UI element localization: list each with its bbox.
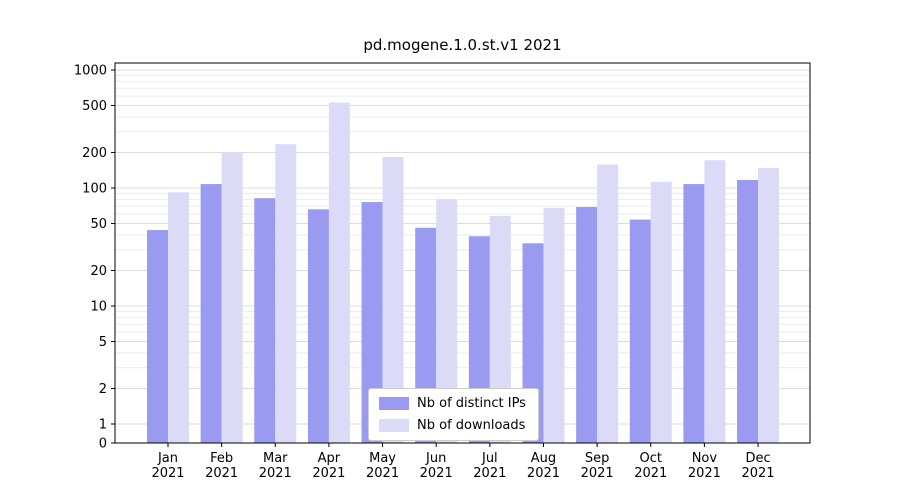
legend-label-distinct-ips: Nb of distinct IPs: [417, 396, 526, 411]
bar-downloads-2: [275, 144, 297, 443]
svg-text:0: 0: [99, 437, 107, 452]
bar-downloads-10: [704, 160, 726, 443]
bar-ips-10: [683, 184, 705, 443]
legend: Nb of distinct IPs Nb of downloads: [368, 388, 539, 441]
bar-downloads-1: [221, 152, 243, 443]
svg-text:5: 5: [99, 335, 107, 350]
legend-item-distinct-ips: Nb of distinct IPs: [379, 396, 526, 411]
svg-text:50: 50: [90, 217, 107, 232]
bar-ips-4: [361, 202, 383, 443]
bar-ips-9: [629, 219, 651, 443]
bar-downloads-5: [436, 199, 458, 443]
bar-ips-11: [737, 179, 759, 443]
bar-ips-1: [200, 184, 222, 443]
svg-text:200: 200: [82, 146, 107, 161]
bar-downloads-0: [168, 192, 189, 443]
bar-ips-3: [307, 209, 329, 443]
bar-downloads-11: [758, 167, 780, 443]
chart-title: pd.mogene.1.0.st.v1 2021: [363, 36, 562, 54]
legend-swatch-distinct-ips: [379, 397, 409, 410]
bar-downloads-9: [650, 181, 672, 443]
bar-ips-8: [576, 207, 598, 443]
svg-text:2: 2: [99, 382, 107, 397]
bar-downloads-3: [328, 102, 350, 443]
bar-ips-0: [147, 230, 168, 443]
bar-downloads-7: [543, 207, 565, 443]
svg-text:10: 10: [90, 300, 107, 315]
svg-text:20: 20: [90, 264, 107, 279]
svg-text:100: 100: [82, 182, 107, 197]
bar-downloads-8: [597, 164, 619, 443]
bar-downloads-6: [489, 215, 511, 443]
legend-label-downloads: Nb of downloads: [417, 418, 526, 433]
bar-downloads-4: [382, 157, 404, 444]
bar-ips-2: [254, 198, 276, 443]
legend-item-downloads: Nb of downloads: [379, 418, 526, 433]
svg-text:500: 500: [82, 99, 107, 114]
svg-text:1000: 1000: [74, 64, 107, 79]
svg-text:1: 1: [99, 418, 107, 433]
legend-swatch-downloads: [379, 419, 409, 432]
